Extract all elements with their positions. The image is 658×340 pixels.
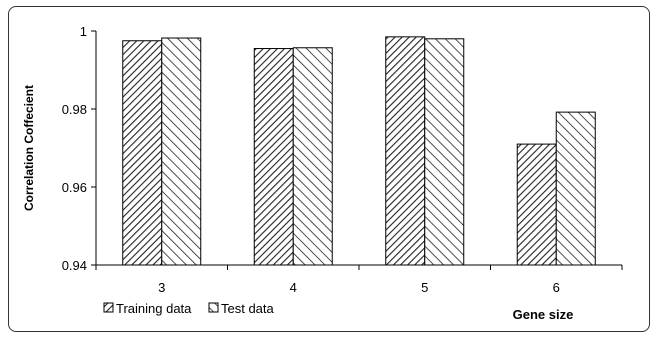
bar-test-3 — [161, 37, 202, 266]
y-axis-label: Correlation Coffecient — [22, 85, 36, 211]
legend-item-test: Test data — [208, 301, 275, 316]
bar-training-5 — [385, 36, 426, 266]
legend-label-test: Test data — [221, 301, 275, 316]
x-tick-label: 4 — [290, 280, 297, 295]
x-tick-label: 3 — [158, 280, 165, 295]
tick-labels: 0.94 0.96 0.98 1 3 4 5 6 — [62, 24, 560, 295]
bars — [122, 36, 596, 266]
y-tick-label: 0.96 — [62, 180, 87, 195]
bar-training-6 — [516, 143, 557, 266]
x-axis-label: Gene size — [513, 307, 574, 322]
bar-test-4 — [292, 47, 333, 266]
x-tick-label: 6 — [553, 280, 560, 295]
y-tick-label: 0.98 — [62, 102, 87, 117]
legend-label-training: Training data — [116, 301, 192, 316]
legend-swatch-training — [103, 302, 114, 313]
legend-item-training: Training data — [103, 301, 192, 316]
bar-test-6 — [555, 111, 596, 266]
bar-training-4 — [253, 48, 294, 266]
y-tick-label: 0.94 — [62, 258, 87, 273]
y-tick-label: 1 — [80, 24, 87, 39]
legend-swatch-test — [208, 302, 219, 313]
x-tick-label: 5 — [421, 280, 428, 295]
bar-training-3 — [122, 40, 163, 266]
bar-test-5 — [424, 38, 465, 266]
legend: Training data Test data — [103, 301, 275, 316]
